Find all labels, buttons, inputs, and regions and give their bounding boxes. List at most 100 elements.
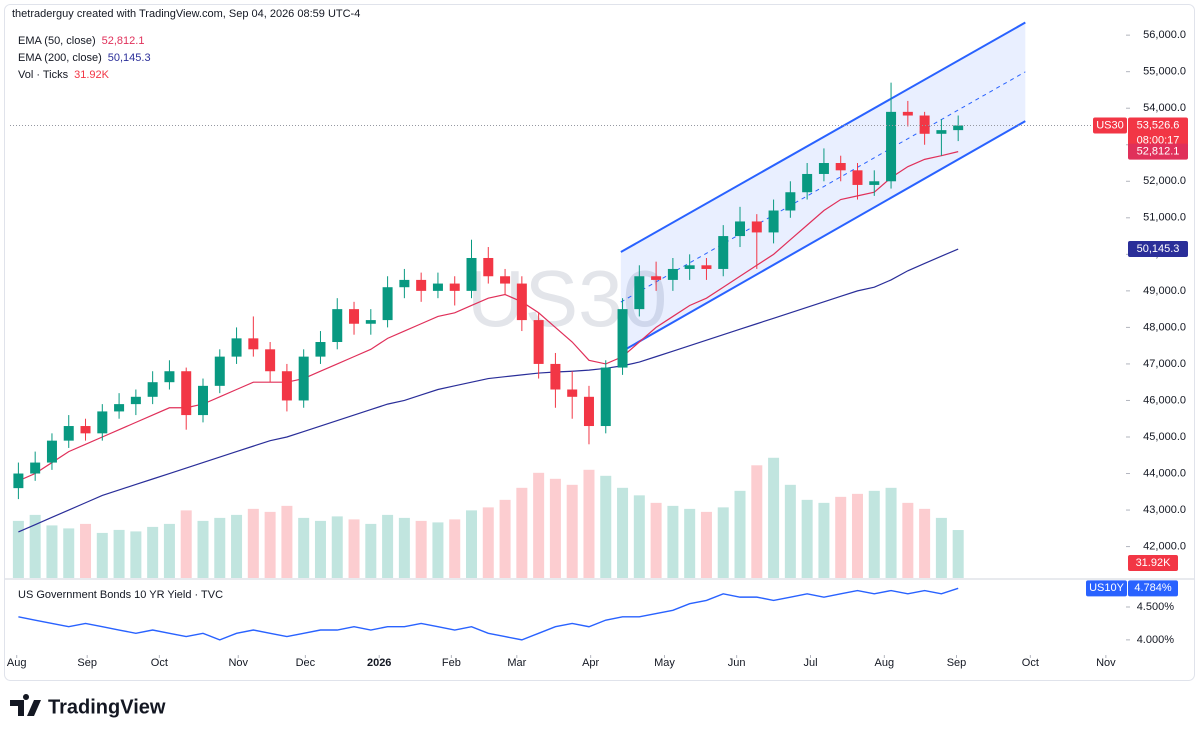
candle-body (617, 309, 628, 368)
candle-body (114, 404, 125, 412)
plot: 42,000.0 43,000.0 44,000.0 45,000.0 46,000.0… (7, 21, 1188, 669)
volume-tag-bg (1128, 555, 1178, 571)
candle-body (13, 473, 24, 489)
x-tick-label: Jun (728, 657, 746, 669)
legend-name: Vol · Ticks (18, 69, 69, 81)
yield-title: US Government Bonds 10 YR Yield · TVC (18, 589, 223, 601)
frame (4, 4, 1195, 681)
candle-body (902, 111, 913, 116)
x-tick-label: 2026 (367, 657, 391, 669)
x-tick-label: Jul (803, 657, 817, 669)
candle-body (80, 426, 91, 434)
candle-body (567, 389, 578, 397)
legend-value: 50,145.3 (108, 52, 151, 64)
legend-name: EMA (50, close) (18, 35, 96, 47)
volume-bar (432, 522, 444, 578)
volume-bar (751, 465, 763, 578)
candle-body (634, 276, 645, 310)
ema-tag: 50,145.3 (1137, 243, 1180, 255)
candle-body (936, 130, 947, 134)
volume-bar (415, 520, 427, 578)
channel-upper (620, 21, 1026, 253)
candle-body (281, 371, 292, 401)
volume-bar (264, 511, 276, 578)
volume-bar (197, 520, 209, 578)
ema-tag: 52,812.1 (1137, 146, 1180, 158)
volume-bar (482, 507, 494, 578)
candle-body (248, 338, 259, 350)
x-tick-label: Sep (77, 657, 97, 669)
channel-mid (620, 71, 1026, 303)
x-tick-label: May (654, 657, 675, 669)
candle-body (449, 283, 460, 291)
volume-bar (63, 528, 75, 578)
volume-bar (449, 519, 461, 578)
x-tick-label: Apr (582, 657, 599, 669)
volume-bar (466, 510, 478, 578)
y-tick-label: 51,000.0 (1143, 212, 1186, 224)
symbol-tag-bg (1093, 117, 1127, 134)
volume-bar (247, 508, 259, 578)
x-tick-label: Aug (7, 657, 27, 669)
candle-body (583, 396, 594, 427)
candle-body (164, 371, 175, 383)
candle-body (852, 170, 863, 185)
volume-bar (684, 508, 696, 578)
x-tick-label: Oct (1022, 657, 1039, 669)
candle-body (869, 181, 880, 185)
x-tick-label: Sep (947, 657, 967, 669)
candle-body (231, 338, 242, 357)
volume-bar (667, 505, 679, 578)
candle-body (785, 192, 796, 211)
volume-bar (768, 457, 780, 578)
volume-bar (617, 487, 629, 578)
volume-bar (818, 502, 830, 578)
ema-line (18, 151, 959, 482)
volume-bar (700, 511, 712, 578)
candle-body (818, 163, 829, 174)
candle-body (768, 210, 779, 233)
x-tick-label: Dec (296, 657, 316, 669)
volume-bar (12, 520, 24, 578)
candle-body (684, 265, 695, 269)
volume-bar (566, 484, 578, 578)
ema-tag-bg (1128, 241, 1188, 258)
volume-bar (96, 532, 108, 578)
volume-bar (348, 519, 360, 578)
candle-body (953, 125, 964, 131)
y-tick-label: 47,000.0 (1143, 358, 1186, 370)
candle-body (130, 396, 141, 405)
volume-bar (633, 495, 645, 578)
candle-body (298, 356, 309, 401)
yield-symbol-tag: US10Y (1089, 582, 1125, 594)
candle-body (533, 320, 544, 364)
volume-bar (600, 475, 612, 578)
y-tick-label: 49,000.0 (1143, 285, 1186, 297)
candle-body (46, 440, 57, 463)
volume-bar (919, 508, 931, 578)
candle-body (399, 279, 410, 288)
volume-bar (717, 507, 729, 578)
volume-bar (516, 487, 528, 578)
y-tick-label: 42,000.0 (1143, 540, 1186, 552)
y-tick-label: 56,000.0 (1143, 29, 1186, 41)
volume-bar (801, 499, 813, 578)
yield-tag: 4.784% (1134, 582, 1172, 594)
x-tick-label: Aug (875, 657, 895, 669)
volume-bar (281, 505, 293, 578)
candle-body (432, 283, 443, 291)
volume-bar (298, 517, 310, 578)
candle-body (651, 276, 662, 280)
candle-body (667, 268, 678, 280)
volume-bar (231, 514, 243, 578)
candle-body (516, 283, 527, 321)
y2-tick-label: 4.000% (1137, 634, 1175, 646)
legend-name: EMA (200, close) (18, 52, 102, 64)
candle-body (550, 363, 561, 390)
volume-tag: 31.92K (1136, 557, 1172, 569)
x-tick-label: Nov (228, 657, 248, 669)
y-tick-label: 52,000.0 (1143, 175, 1186, 187)
candle-body (600, 367, 611, 427)
candle-body (332, 309, 343, 343)
